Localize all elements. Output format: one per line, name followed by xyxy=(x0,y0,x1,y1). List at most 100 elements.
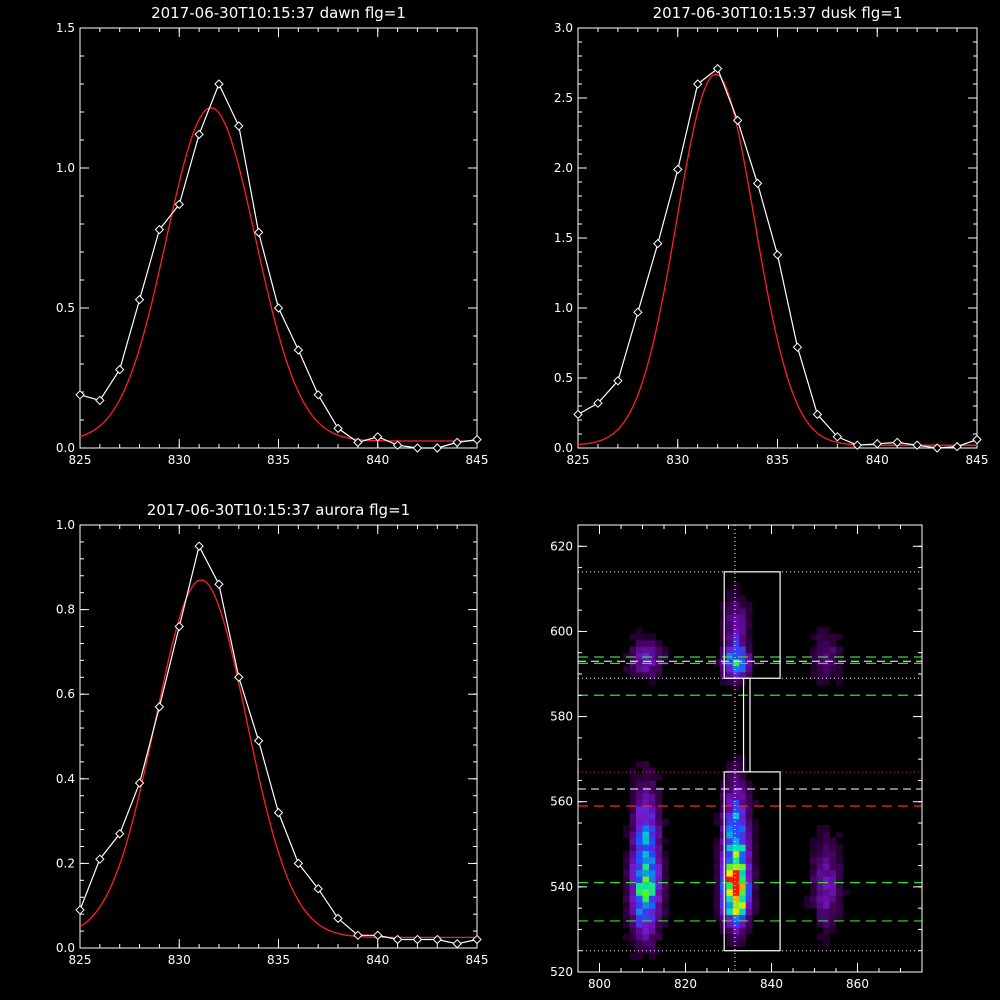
heatmap-cell xyxy=(713,659,721,666)
heatmap-cell xyxy=(726,786,734,794)
heatmap-cell xyxy=(629,857,637,864)
heatmap-cell xyxy=(636,774,643,781)
heatmap-cell xyxy=(810,652,817,660)
heatmap-cell xyxy=(810,659,817,666)
heatmap-cell xyxy=(739,831,747,839)
heatmap-cell xyxy=(642,946,650,954)
heatmap-cell xyxy=(713,863,721,871)
heatmap-cell xyxy=(642,889,650,896)
y-tick-label: 1.5 xyxy=(56,21,75,35)
heatmap-cell xyxy=(655,652,663,660)
heatmap-cell xyxy=(732,940,740,947)
data-point-diamond xyxy=(114,364,125,375)
heatmap-cell xyxy=(636,882,643,890)
heatmap-cell xyxy=(726,799,734,807)
heatmap-cell xyxy=(642,793,650,800)
heatmap-cell xyxy=(739,908,747,915)
heatmap-cell xyxy=(719,639,727,647)
heatmap-cell xyxy=(649,659,656,666)
heatmap-cell xyxy=(636,780,643,788)
data-point-diamond xyxy=(732,115,743,126)
data-point-diamond xyxy=(752,178,763,189)
x-tick-label: 860 xyxy=(846,977,869,991)
x-tick-label: 830 xyxy=(666,453,689,467)
heatmap-cell xyxy=(642,652,650,660)
heatmap-cell xyxy=(836,901,843,909)
heatmap-cell xyxy=(623,889,630,896)
heatmap-cell xyxy=(732,582,740,590)
gaussian-fit-line xyxy=(577,73,977,446)
heatmap-cell xyxy=(726,614,734,622)
heatmap-cell xyxy=(642,920,650,928)
heatmap-cell xyxy=(823,627,830,634)
heatmap-cell xyxy=(823,869,830,877)
heatmap-cell xyxy=(629,837,637,845)
heatmap-cell xyxy=(655,786,663,794)
heatmap-cell xyxy=(739,927,747,935)
heatmap-cell xyxy=(623,882,630,890)
heatmap-cell xyxy=(655,774,663,781)
heatmap-cell xyxy=(642,659,650,666)
heatmap-cell xyxy=(732,844,740,852)
heatmap-cell xyxy=(836,857,843,864)
heatmap-cell xyxy=(739,818,747,826)
heatmap-cell xyxy=(649,952,656,960)
heatmap-cell xyxy=(629,882,637,890)
data-point-diamond xyxy=(134,778,145,788)
heatmap-cell xyxy=(732,882,740,890)
data-point-diamond xyxy=(772,250,783,260)
data-point-diamond xyxy=(333,913,343,924)
heatmap-cell xyxy=(739,837,747,845)
x-tick-label: 840 xyxy=(366,453,389,467)
heatmap-cell xyxy=(649,678,656,686)
heatmap-cell xyxy=(655,901,663,909)
heatmap-cell xyxy=(732,857,740,864)
heatmap-cell xyxy=(739,876,747,883)
heatmap-cell xyxy=(726,767,734,775)
heatmap-cell xyxy=(726,678,734,686)
heatmap-cell xyxy=(719,620,727,628)
heatmap-cell xyxy=(816,633,824,641)
heatmap-cell xyxy=(642,857,650,864)
heatmap-cell xyxy=(642,901,650,909)
heatmap-cell xyxy=(642,876,650,883)
heatmap-cell xyxy=(816,914,824,922)
heatmap-cell xyxy=(636,665,643,673)
y-tick-label: 0.0 xyxy=(56,941,75,955)
heatmap-cell xyxy=(642,908,650,915)
heatmap-cell xyxy=(655,857,663,864)
heatmap-cell xyxy=(726,818,734,826)
heatmap-cell xyxy=(810,646,817,654)
heatmap-cell xyxy=(823,671,830,679)
heatmap-cell xyxy=(642,863,650,871)
data-point-diamond xyxy=(792,342,803,352)
heatmap-cell xyxy=(732,627,740,634)
heatmap-cell xyxy=(816,908,824,915)
heatmap-cell xyxy=(739,882,747,890)
heatmap-cell xyxy=(629,780,637,788)
heatmap-cell xyxy=(823,927,830,935)
x-tick-label: 845 xyxy=(466,953,489,967)
heatmap-cell xyxy=(732,927,740,935)
heatmap-cell xyxy=(642,844,650,852)
heatmap-cell xyxy=(745,901,753,909)
heatmap-cell xyxy=(810,863,817,871)
plot-title: 2017-06-30T10:15:37 dawn flg=1 xyxy=(151,4,406,22)
heatmap-cell xyxy=(732,837,740,845)
heatmap-cell xyxy=(629,646,637,654)
heatmap-cell xyxy=(661,818,669,826)
heatmap-cell xyxy=(836,659,843,666)
heatmap-cell xyxy=(623,665,630,673)
data-point-diamond xyxy=(812,409,823,420)
heatmap-cell xyxy=(661,659,669,666)
heatmap-cell xyxy=(629,812,637,820)
heatmap-cell xyxy=(726,889,734,896)
data-point-diamond xyxy=(392,440,403,450)
heatmap-cell xyxy=(642,767,650,775)
heatmap-cell xyxy=(836,895,843,903)
heatmap-cell xyxy=(713,882,721,890)
heatmap-cell xyxy=(732,620,740,628)
heatmap-cell xyxy=(752,799,759,807)
heatmap-cell xyxy=(823,844,830,852)
heatmap-cell xyxy=(829,857,837,864)
